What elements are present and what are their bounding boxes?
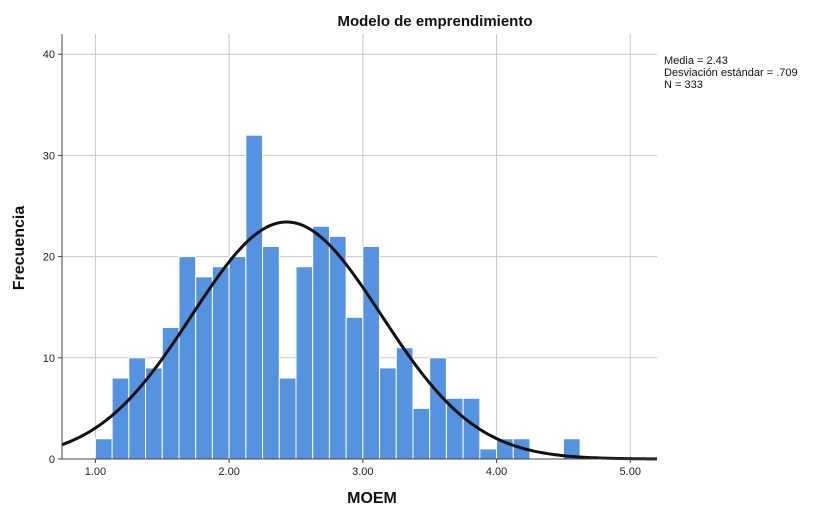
y-tick-label: 40 (43, 49, 55, 61)
normal-curve (61, 220, 658, 461)
chart-title: Modelo de emprendimiento (337, 13, 532, 30)
bars-layer (94, 134, 581, 460)
histogram-bar (278, 377, 297, 460)
histogram-bar (429, 357, 447, 460)
histogram-bar (228, 256, 247, 460)
histogram-bar (362, 246, 381, 460)
x-tick-label: 2.00 (218, 466, 239, 478)
histogram-bar (178, 256, 197, 460)
y-tick-label: 0 (49, 454, 55, 466)
y-tick-label: 30 (43, 150, 55, 162)
histogram-bar (128, 357, 147, 460)
x-tick-label: 5.00 (620, 466, 641, 478)
curve-layer (61, 220, 658, 461)
histogram-bar (345, 316, 364, 460)
histogram-bar (445, 397, 464, 460)
histogram-bar (328, 235, 347, 460)
y-tick-label: 10 (43, 353, 55, 365)
x-tick-label: 1.00 (85, 466, 106, 478)
y-axis-title: Frecuencia (11, 206, 28, 291)
histogram-bar (94, 438, 113, 460)
histogram-bar (111, 377, 130, 460)
x-tick-label: 4.00 (486, 466, 507, 478)
x-tick-label: 3.00 (352, 466, 373, 478)
stat-std-dev: Desviación estándar = .709 (664, 67, 798, 79)
axis-layer (58, 34, 657, 463)
stat-mean: Media = 2.43 (664, 55, 728, 67)
y-tick-label: 20 (43, 252, 55, 264)
stat-n: N = 333 (664, 79, 703, 91)
tick-label-layer: 0 10 20 30 40 1.00 2.00 3.00 4.00 5.00 (43, 49, 641, 478)
histogram-bar (245, 134, 264, 460)
x-axis-title: MOEM (347, 490, 397, 507)
histogram-bar (479, 448, 498, 460)
histogram-bar (379, 367, 397, 460)
histogram-bar (295, 266, 314, 460)
histogram-bar (395, 347, 414, 460)
histogram-bar (412, 407, 431, 460)
histogram-bar (312, 225, 330, 460)
histogram-bar (211, 266, 230, 460)
histogram-bar (262, 246, 280, 460)
grid-layer (62, 34, 657, 459)
histogram-bar (145, 367, 163, 460)
